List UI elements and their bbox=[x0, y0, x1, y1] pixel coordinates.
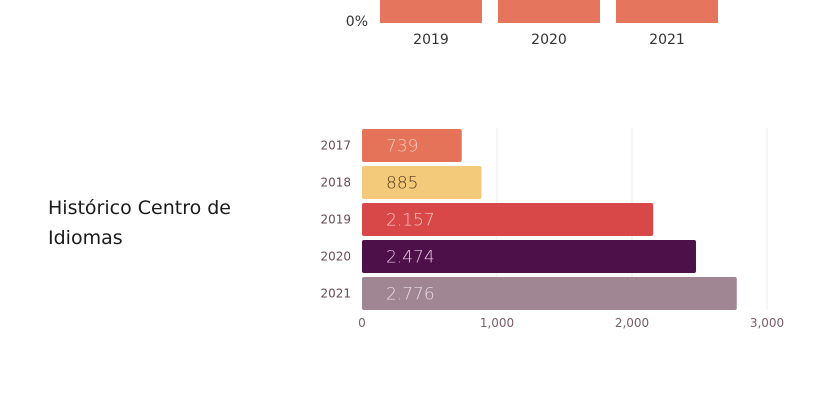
bar-2019 bbox=[362, 203, 654, 236]
y-tick-label: 2021 bbox=[320, 287, 351, 301]
bar-2018 bbox=[362, 166, 482, 199]
x-tick-label: 0 bbox=[358, 316, 366, 330]
top-bar-2020 bbox=[498, 0, 600, 23]
data-label: 739 bbox=[386, 137, 418, 157]
x-tick-label: 1,000 bbox=[480, 316, 514, 330]
y-tick-label: 2019 bbox=[320, 213, 351, 227]
top-bar-2021 bbox=[616, 0, 718, 23]
top-x-tick-label: 2020 bbox=[531, 32, 567, 48]
bar-2021 bbox=[362, 277, 737, 310]
x-tick-label: 2,000 bbox=[615, 316, 649, 330]
top-bar-2019 bbox=[380, 0, 482, 23]
bar-2017 bbox=[362, 129, 462, 162]
top-x-tick-label: 2019 bbox=[413, 32, 449, 48]
data-label: 2.157 bbox=[386, 211, 435, 231]
data-label: 2.474 bbox=[386, 248, 435, 268]
top-y-tick-label: 0% bbox=[346, 14, 368, 30]
chart-title: Histórico Centro de Idiomas bbox=[48, 197, 231, 249]
bar-2020 bbox=[362, 240, 696, 273]
data-label: 885 bbox=[386, 174, 418, 194]
top-x-tick-label: 2021 bbox=[649, 32, 685, 48]
data-label: 2.776 bbox=[386, 285, 435, 305]
top-bar-chart: 2019 2020 2021 0% bbox=[346, 0, 718, 48]
y-tick-label: 2017 bbox=[320, 139, 351, 153]
y-tick-label: 2020 bbox=[320, 250, 351, 264]
y-tick-label: 2018 bbox=[320, 176, 351, 190]
x-tick-label: 3,000 bbox=[750, 316, 784, 330]
